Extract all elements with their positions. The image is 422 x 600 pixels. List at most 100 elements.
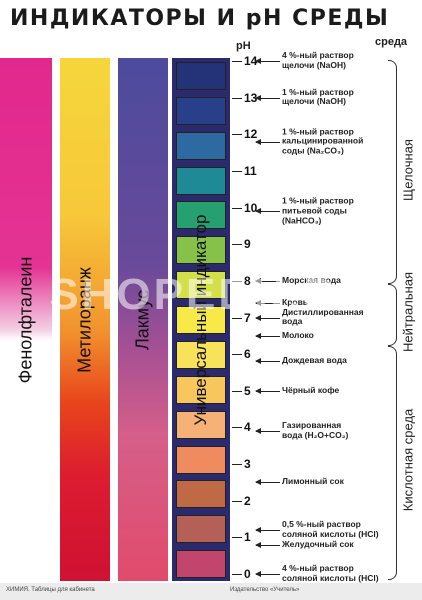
ph-tick-line	[232, 280, 242, 282]
ph-tick-label: 9	[244, 237, 251, 252]
ph-tick-label: 11	[244, 163, 257, 178]
universal-color-cell	[176, 201, 226, 230]
universal-color-cell	[176, 340, 226, 369]
solution-label-line: (NaHCO₃)	[282, 215, 322, 226]
footer-right: Издательство «Учитель»	[230, 587, 300, 593]
alkaline-bracket	[388, 60, 397, 284]
solution-label-line: соляной кислоты (HCl)	[282, 573, 379, 583]
solution-label: Молоко	[282, 329, 314, 341]
ph-tick-label: 1	[244, 530, 251, 545]
solution-label-line: соляной кислоты (HCl)	[282, 529, 379, 540]
universal-color-cell	[176, 306, 226, 335]
title-main: ИНДИКАТОРЫ И	[10, 6, 237, 31]
solution-arrow	[255, 479, 280, 486]
ph-tick-label: 7	[244, 310, 251, 325]
solution-arrow	[255, 387, 280, 394]
solution-label: Дистиллированная вода	[282, 306, 364, 328]
ph-tick-line	[232, 244, 242, 246]
ph-tick-label: 0	[244, 567, 251, 581]
phenolphthalein-strip: Фенолфталеин	[0, 58, 52, 581]
methyl-orange-strip: Метилоранж	[60, 58, 110, 581]
solution-label-line: Дождевая вода	[282, 355, 347, 366]
ph-tick-label: 8	[244, 273, 251, 288]
solution-arrow	[255, 58, 280, 64]
solution-label-line: 1 %-ный раствор	[282, 195, 354, 206]
ph-tick-line	[232, 390, 242, 392]
solution-arrow	[255, 571, 280, 577]
ph-tick-line	[232, 537, 242, 539]
solution-label: 4 %-ный раствор щелочи (NaOH)	[282, 50, 354, 71]
ph-tick-label: 2	[244, 493, 251, 508]
ph-tick-label: 14	[244, 54, 258, 68]
methyl-orange-label: Метилоранж	[74, 266, 95, 373]
solution-arrow	[255, 527, 280, 534]
solution-label-line: Чёрный кофе	[282, 384, 340, 395]
solution-label: Кровь	[282, 296, 309, 308]
universal-color-cell	[176, 410, 226, 439]
solution-label-line: 1 %-ный раствор	[282, 86, 354, 97]
neutral-label: Нейтральная	[400, 271, 416, 353]
ph-tick-label: 12	[244, 127, 258, 142]
title-ph: pH	[245, 6, 283, 31]
solution-label: Чёрный кофе	[282, 384, 340, 396]
solution-label: 1 %-ный раствор щелочи (NaOH)	[282, 86, 354, 108]
solution-label-line: питьевой соды	[282, 205, 347, 216]
solution-label-line: Молоко	[282, 329, 314, 340]
solution-label-line: Дистиллированная	[282, 306, 364, 317]
ph-tick-label: 5	[244, 383, 251, 398]
solution-label-line: вода (H₂O+CO₂)	[282, 430, 349, 441]
env-column-label: среда	[375, 36, 408, 48]
solution-label: 4 %-ный раствор соляной кислоты (HCl)	[282, 563, 379, 584]
ph-axis-label: pH	[236, 40, 251, 52]
solution-label-line: щелочи (NaOH)	[282, 96, 346, 107]
ph-tick-line	[232, 574, 242, 575]
alkaline-label: Щелочная	[400, 139, 416, 201]
solution-arrow	[255, 299, 280, 306]
solution-label-line: Газированная	[282, 420, 342, 431]
page-title: ИНДИКАТОРЫ И pH СРЕДЫ	[10, 6, 389, 31]
solution-label-line: кальцинированной	[282, 135, 364, 146]
ph-tick-line	[232, 207, 242, 209]
solution-label-line: Лимонный сок	[282, 476, 344, 487]
solution-label: Дождевая вода	[282, 355, 347, 367]
acidic-label: Кислотная среда	[400, 408, 416, 512]
solution-label-line: соды (Na₂CO₃)	[282, 145, 344, 156]
solution-label: 1 %-ный раствор питьевой соды (NaHCO₃)	[282, 195, 354, 226]
solution-arrow	[255, 277, 280, 284]
ph-tick-line	[232, 500, 242, 502]
solution-label: 1 %-ный раствор кальцинированной соды (Na₂…	[282, 125, 364, 156]
solution-arrow	[255, 428, 280, 435]
universal-color-cell	[176, 166, 226, 195]
solution-arrow	[255, 208, 280, 215]
universal-color-cell	[176, 236, 226, 265]
ph-tick-label: 6	[244, 347, 251, 362]
solution-arrow	[255, 358, 280, 365]
solution-label: 0,5 %-ный раствор соляной кислоты (HCl)	[282, 519, 379, 540]
phenolphthalein-label: Фенолфталеин	[15, 256, 36, 383]
title-env: СРЕДЫ	[292, 6, 390, 31]
ph-tick-label: 4	[244, 420, 251, 435]
solution-label-line: Кровь	[282, 296, 309, 307]
ph-tick-label: 10	[244, 200, 258, 215]
universal-color-cell	[176, 445, 226, 474]
ph-tick-line	[232, 170, 242, 172]
solution-label: Лимонный сок	[282, 476, 344, 488]
ph-tick-line	[232, 354, 242, 356]
ph-tick-line	[232, 427, 242, 429]
solution-label-line: щелочи (NaOH)	[282, 60, 346, 70]
footer-left: ХИМИЯ. Таблицы для кабинета	[6, 587, 95, 593]
universal-indicator-strip	[172, 58, 230, 581]
litmus-label: Лакмус	[132, 289, 153, 350]
solution-label: Морская вода	[282, 275, 341, 286]
footer: ХИМИЯ. Таблицы для кабинета Издательство…	[0, 583, 422, 600]
universal-color-cell	[176, 375, 226, 404]
solution-arrow	[255, 94, 280, 101]
ph-tick-line	[232, 464, 242, 466]
solution-label-line: 4 %-ный раствор	[282, 50, 354, 61]
universal-color-cell	[176, 271, 226, 300]
solution-label-line: 1 %-ный раствор	[282, 125, 354, 136]
solution-arrow	[255, 332, 280, 339]
solution-arrow	[255, 138, 280, 145]
ph-ruler: 14 13 12 11 10 9 8 7 6 5 4 3 2 1 0	[232, 54, 258, 581]
ph-tick-line	[232, 61, 242, 62]
